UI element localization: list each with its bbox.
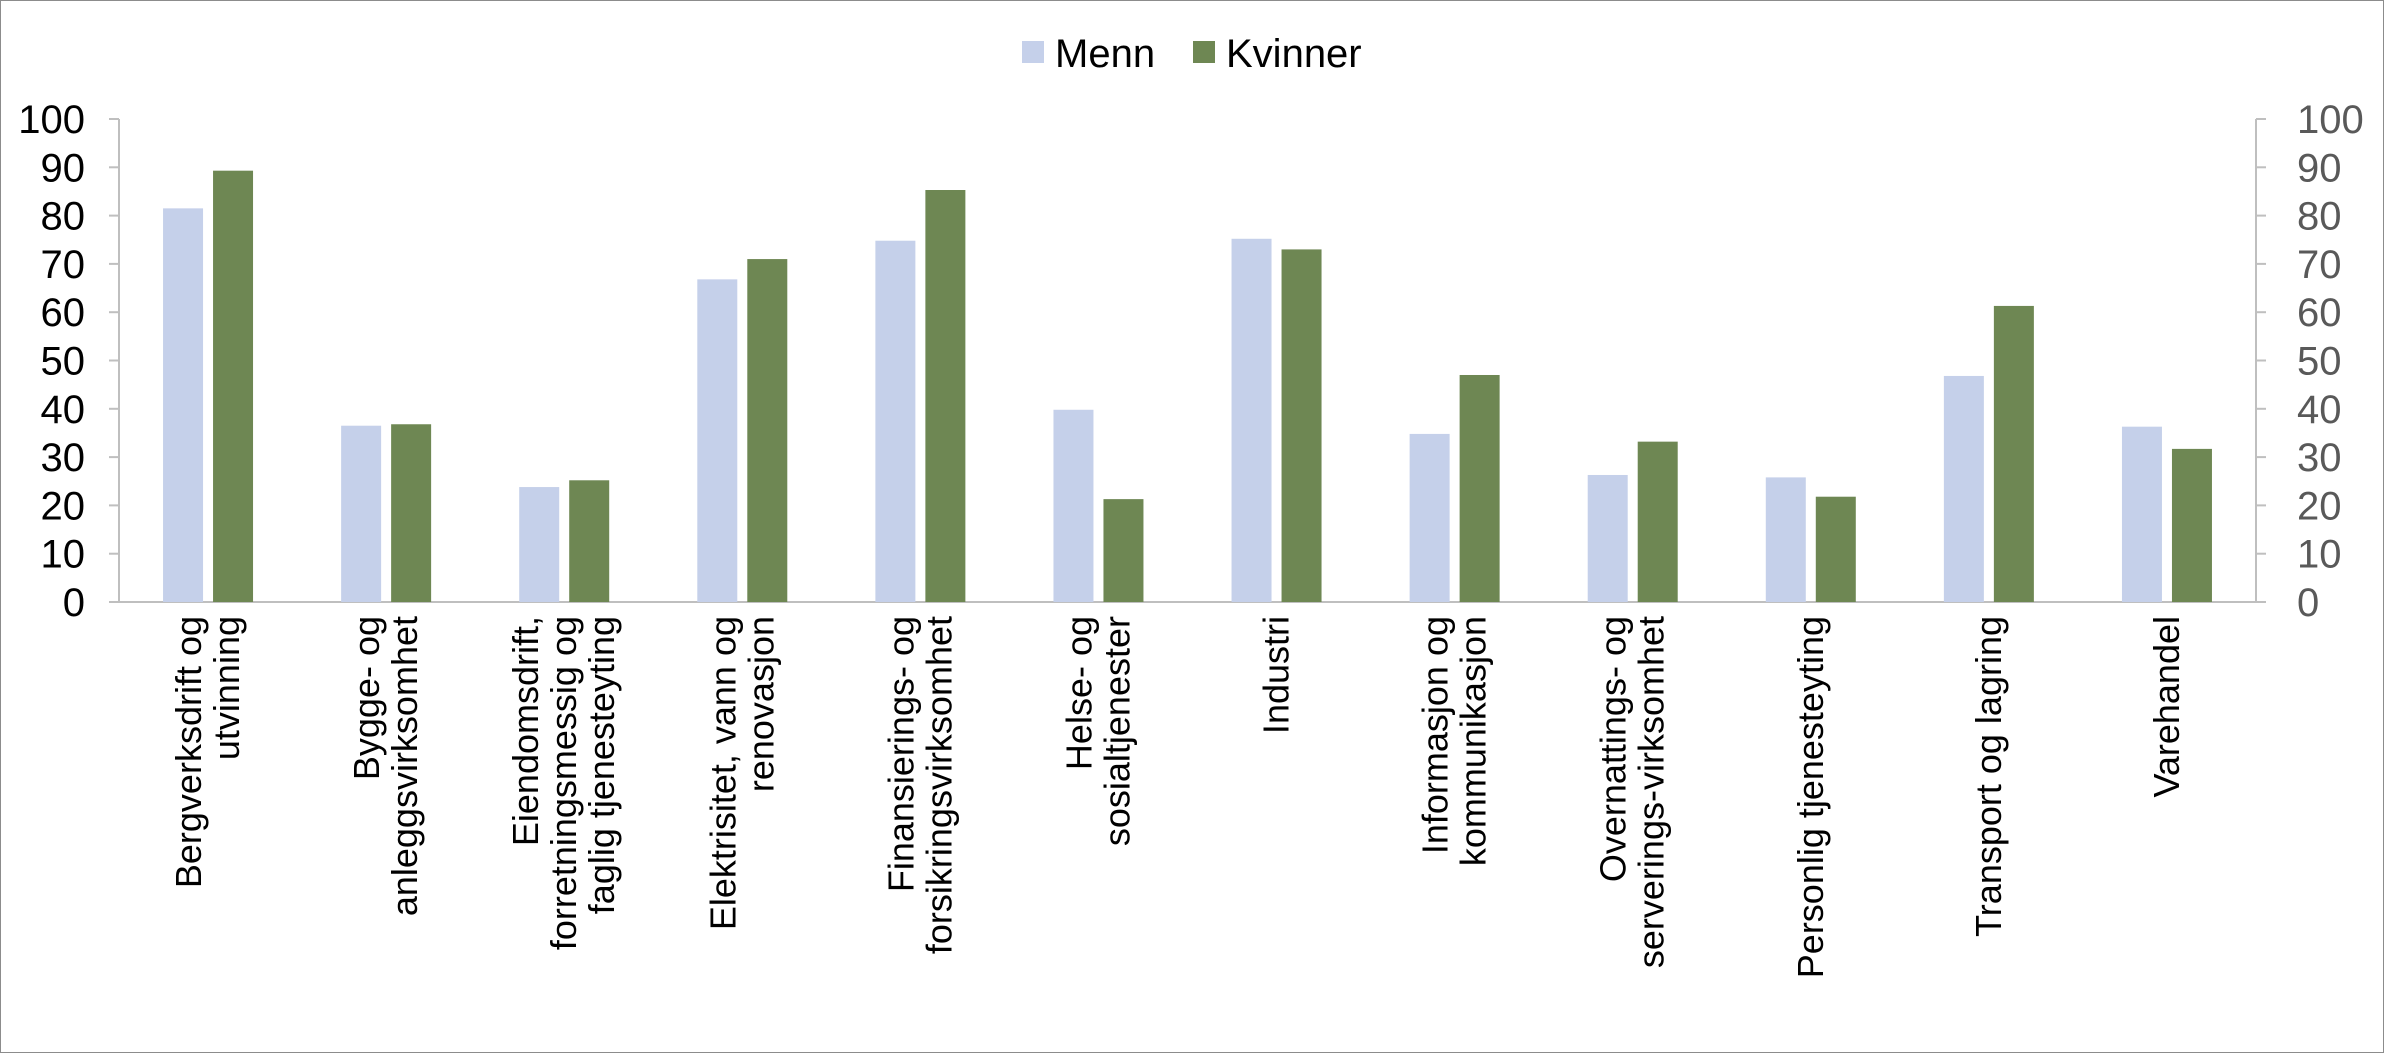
x-category-label-line: Bygge- og xyxy=(346,616,387,780)
x-category-label-line: Transport og lagring xyxy=(1968,616,2009,937)
y-tick-label-right: 40 xyxy=(2297,388,2342,432)
x-category-label: Personlig tjenesteyting xyxy=(1790,616,1831,978)
x-category-label: Helse- ogsosialtjenester xyxy=(1058,616,1137,846)
x-category-label-line: Bergverksdrift og xyxy=(168,616,209,888)
x-category-label-line: Finansierings- og xyxy=(880,616,921,892)
x-category-label: Bygge- oganleggsvirksomhet xyxy=(346,616,425,916)
bar-kvinner-3 xyxy=(747,259,788,602)
y-tick-label-right: 100 xyxy=(2297,98,2364,142)
x-category-label-line: utvinning xyxy=(206,616,247,760)
x-category-label-line: anleggsvirksomhet xyxy=(384,616,425,916)
y-tick-label-left: 20 xyxy=(41,484,86,528)
bar-menn-1 xyxy=(341,425,382,602)
x-category-label-line: forsikringsvirksomhet xyxy=(918,616,959,954)
x-category-label-line: Informasjon og xyxy=(1415,616,1456,854)
bar-kvinner-11 xyxy=(2171,448,2212,602)
y-tick-label-left: 70 xyxy=(41,243,86,287)
bar-kvinner-9 xyxy=(1815,496,1856,602)
bar-kvinner-10 xyxy=(1993,305,2034,602)
x-category-label-line: forretningsmessig og xyxy=(543,616,584,950)
bar-menn-10 xyxy=(1943,375,1984,602)
legend: Menn Kvinner xyxy=(1022,32,1362,76)
x-category-label-line: faglig tjenesteyting xyxy=(581,616,622,914)
y-tick-label-left: 30 xyxy=(41,436,86,480)
y-tick-label-right: 30 xyxy=(2297,436,2342,480)
x-category-label-line: Eiendomsdrift, xyxy=(505,616,546,846)
category-labels: Bergverksdrift ogutvinning Bygge- oganleg… xyxy=(168,616,2187,978)
x-category-label: Varehandel xyxy=(2146,616,2187,797)
bar-kvinner-4 xyxy=(925,190,966,602)
x-category-label: Industri xyxy=(1256,616,1297,734)
x-category-label: Informasjon ogkommunikasjon xyxy=(1415,616,1494,866)
x-category-label: Eiendomsdrift,forretningsmessig ogfaglig… xyxy=(505,616,622,950)
bar-menn-8 xyxy=(1587,474,1628,602)
legend-swatch-kvinner xyxy=(1193,41,1215,63)
y-tick-label-right: 90 xyxy=(2297,146,2342,190)
legend-swatch-menn xyxy=(1022,41,1044,63)
x-category-label: Overnattings- ogserverings-virksomhet xyxy=(1593,616,1672,968)
x-category-label-line: Overnattings- og xyxy=(1593,616,1634,882)
y-tick-label-left: 10 xyxy=(41,533,86,577)
bar-menn-4 xyxy=(875,240,916,602)
y-tick-label-left: 60 xyxy=(41,291,86,335)
y-tick-label-left: 100 xyxy=(18,98,85,142)
bar-kvinner-2 xyxy=(569,480,610,602)
x-category-label: Bergverksdrift ogutvinning xyxy=(168,616,247,888)
legend-label-menn: Menn xyxy=(1055,32,1155,76)
bar-menn-3 xyxy=(697,279,738,602)
x-category-label-line: Varehandel xyxy=(2146,616,2187,797)
y-tick-label-left: 50 xyxy=(41,340,86,384)
y-tick-label-right: 60 xyxy=(2297,291,2342,335)
x-category-label-line: Industri xyxy=(1256,616,1297,734)
y-tick-label-left: 90 xyxy=(41,146,86,190)
x-category-label: Elektrisitet, vann ogrenovasjon xyxy=(702,616,781,930)
x-category-label: Transport og lagring xyxy=(1968,616,2009,937)
y-tick-label-right: 50 xyxy=(2297,340,2342,384)
y-tick-label-left: 80 xyxy=(41,195,86,239)
bar-kvinner-8 xyxy=(1637,441,1678,602)
x-category-label-line: serverings-virksomhet xyxy=(1631,616,1672,968)
bar-menn-9 xyxy=(1765,477,1806,602)
bar-menn-6 xyxy=(1231,238,1272,602)
y-tick-label-right: 20 xyxy=(2297,484,2342,528)
x-category-label-line: Personlig tjenesteyting xyxy=(1790,616,1831,978)
bar-menn-2 xyxy=(519,487,560,602)
legend-label-kvinner: Kvinner xyxy=(1226,32,1362,76)
y-tick-label-right: 0 xyxy=(2297,581,2319,625)
bar-menn-11 xyxy=(2121,426,2162,602)
y-tick-label-right: 70 xyxy=(2297,243,2342,287)
bar-kvinner-1 xyxy=(391,424,432,602)
x-category-label-line: Elektrisitet, vann og xyxy=(702,616,743,930)
bar-kvinner-0 xyxy=(213,170,254,602)
x-category-label-line: Helse- og xyxy=(1058,616,1099,770)
bar-menn-0 xyxy=(163,208,204,603)
x-category-label-line: sosialtjenester xyxy=(1096,616,1137,846)
bar-kvinner-6 xyxy=(1281,249,1322,602)
x-category-label: Finansierings- ogforsikringsvirksomhet xyxy=(880,616,959,954)
bar-menn-7 xyxy=(1409,433,1450,602)
bar-kvinner-7 xyxy=(1459,374,1500,602)
bars xyxy=(163,170,2212,603)
x-category-label-line: kommunikasjon xyxy=(1453,616,1494,866)
y-tick-label-right: 80 xyxy=(2297,195,2342,239)
y-tick-label-left: 40 xyxy=(41,388,86,432)
bar-menn-5 xyxy=(1053,409,1094,602)
y-tick-label-left: 0 xyxy=(63,581,85,625)
bar-kvinner-5 xyxy=(1103,499,1144,602)
y-tick-label-right: 10 xyxy=(2297,533,2342,577)
x-category-label-line: renovasjon xyxy=(740,616,781,792)
